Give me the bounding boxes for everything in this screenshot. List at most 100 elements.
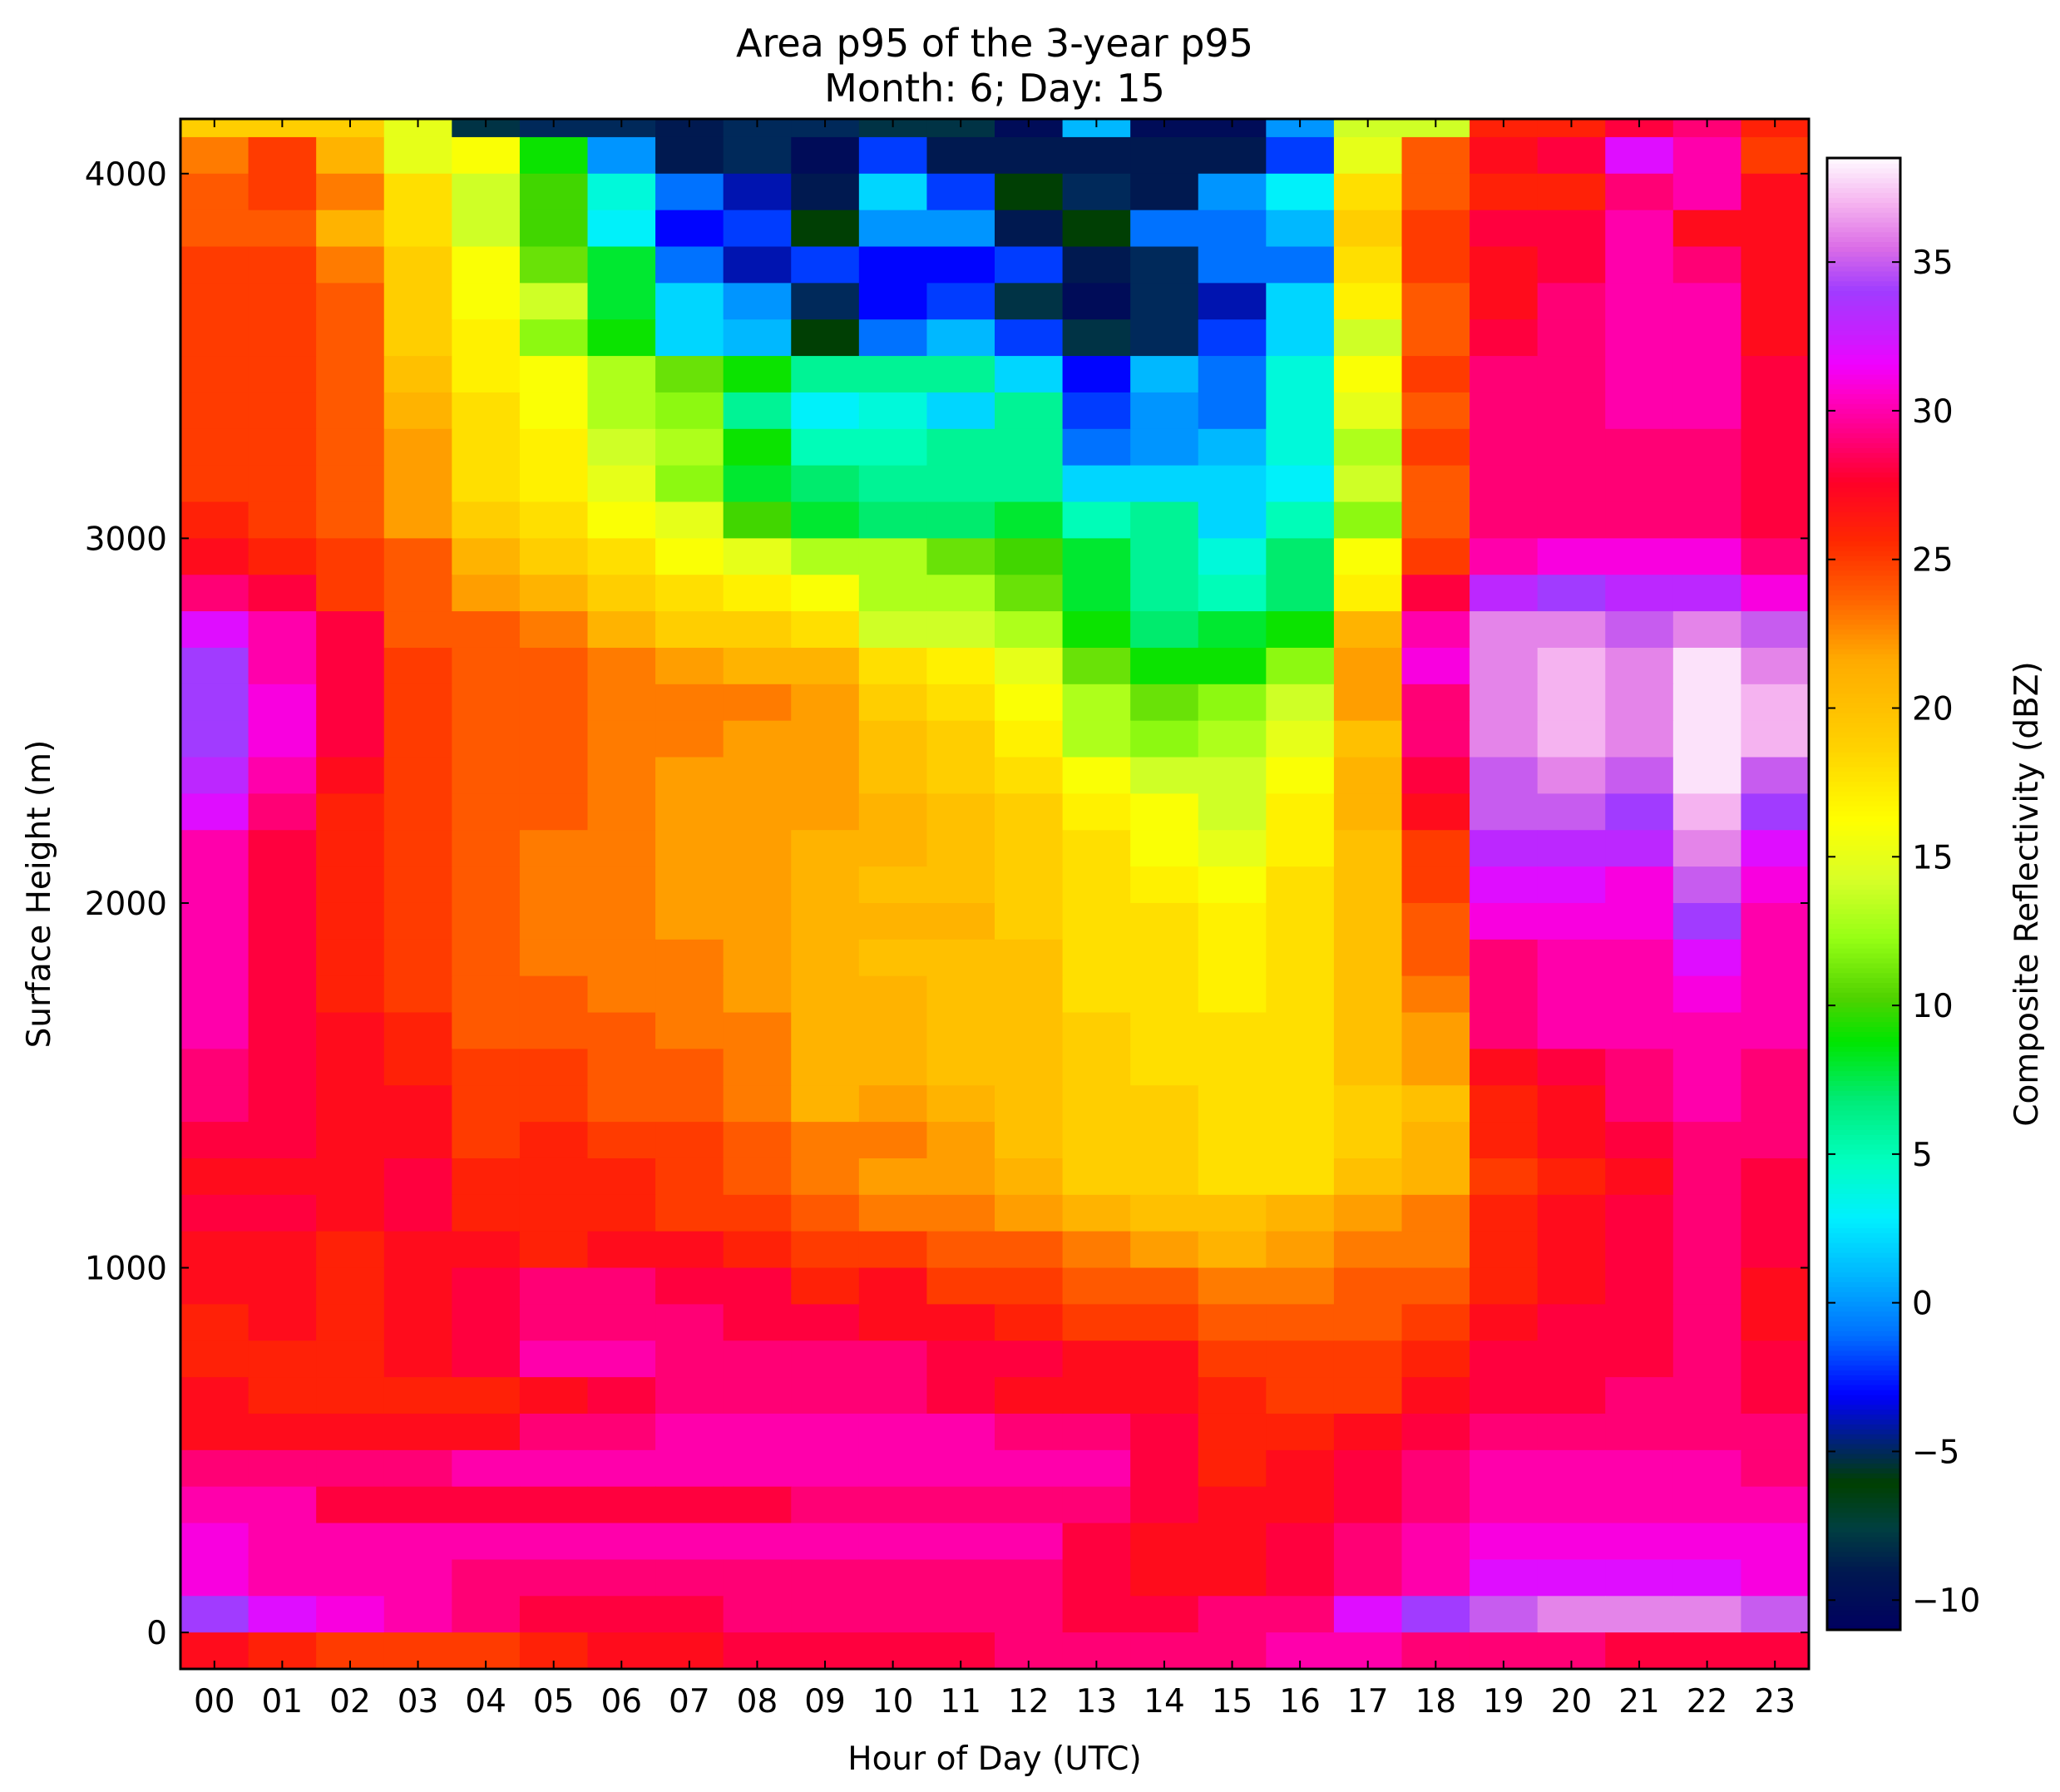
heatmap-cell — [248, 319, 317, 357]
heatmap-cell — [791, 119, 860, 138]
heatmap-cell — [316, 465, 385, 503]
heatmap-cell — [519, 1486, 589, 1524]
colorbar-segment — [1827, 928, 1900, 934]
heatmap-cell — [791, 538, 860, 575]
heatmap-cell — [995, 1449, 1064, 1488]
heatmap-cell — [1537, 1122, 1606, 1159]
heatmap-cell — [452, 319, 521, 357]
heatmap-cell — [1130, 1012, 1199, 1049]
plot-area-frame — [179, 117, 1811, 1671]
colorbar-segment — [1827, 1478, 1900, 1483]
heatmap-cell — [1198, 319, 1267, 357]
heatmap-cell — [1470, 1413, 1539, 1451]
colorbar-segment — [1827, 314, 1900, 321]
heatmap-cell — [791, 793, 860, 831]
heatmap-cell — [452, 575, 521, 612]
heatmap-cell — [519, 939, 589, 977]
colorbar-segment — [1827, 585, 1900, 590]
colorbar-segment — [1827, 1453, 1900, 1459]
colorbar-segment — [1827, 1080, 1900, 1086]
heatmap-cell — [1198, 173, 1267, 211]
heatmap-cell — [791, 1267, 860, 1306]
heatmap-cell — [1537, 1596, 1606, 1633]
heatmap-cell — [1537, 1194, 1606, 1232]
colorbar-gradient — [1827, 158, 1900, 1631]
colorbar-segment — [1827, 693, 1900, 699]
heatmap-cell — [1198, 1413, 1267, 1451]
colorbar-segment — [1827, 349, 1900, 355]
heatmap-cell — [383, 1049, 452, 1086]
heatmap-cell — [1333, 246, 1403, 284]
heatmap-cell — [1333, 757, 1403, 794]
heatmap-cell — [1266, 1559, 1335, 1597]
heatmap-cell — [1198, 1523, 1267, 1561]
heatmap-cell — [1672, 465, 1742, 503]
heatmap-cell — [1130, 173, 1199, 211]
heatmap-cell — [1605, 830, 1674, 867]
x-tick-label: 11 — [940, 1683, 981, 1720]
heatmap-cell — [452, 1449, 521, 1488]
heatmap-cell — [1198, 830, 1267, 867]
colorbar-segment — [1827, 992, 1900, 998]
heatmap-cell — [452, 283, 521, 320]
heatmap-cell — [383, 1377, 452, 1414]
heatmap-cell — [1672, 1122, 1742, 1159]
heatmap-cell — [180, 1231, 249, 1269]
heatmap-cell — [383, 1559, 452, 1597]
colorbar-segment — [1827, 996, 1900, 1003]
heatmap-cell — [1401, 1449, 1470, 1488]
heatmap-cell — [519, 356, 589, 393]
colorbar-segment — [1827, 859, 1900, 866]
heatmap-cell — [316, 575, 385, 612]
heatmap-cell — [452, 392, 521, 430]
heatmap-cell — [1333, 465, 1403, 503]
heatmap-cell — [1741, 119, 1810, 138]
heatmap-cell — [791, 173, 860, 211]
heatmap-cell — [858, 1304, 928, 1341]
heatmap-cell — [1672, 684, 1742, 722]
colorbar-ticks: −10 −5 0 5 10 15 20 25 30 35 — [1827, 244, 1980, 1620]
heatmap-cell — [655, 1194, 724, 1232]
heatmap-cell — [452, 246, 521, 284]
heatmap-cell — [519, 1413, 589, 1451]
heatmap-cell — [248, 866, 317, 904]
colorbar-segment — [1827, 1183, 1900, 1189]
colorbar-segment — [1827, 368, 1900, 375]
colorbar-segment — [1827, 1438, 1900, 1444]
heatmap-cell — [1130, 1449, 1199, 1488]
colorbar-segment — [1827, 457, 1900, 463]
heatmap-cell — [655, 1486, 724, 1524]
heatmap-cell — [1130, 720, 1199, 758]
heatmap-cell — [1333, 1122, 1403, 1159]
heatmap-cell — [655, 210, 724, 248]
heatmap-cell — [1130, 684, 1199, 722]
heatmap-cell — [791, 939, 860, 977]
heatmap-cell — [791, 1449, 860, 1488]
colorbar-segment — [1827, 1227, 1900, 1233]
heatmap-cell — [1062, 119, 1131, 138]
heatmap-cell — [383, 465, 452, 503]
colorbar-segment — [1827, 319, 1900, 326]
heatmap-cell — [316, 1413, 385, 1451]
heatmap-cell — [248, 283, 317, 320]
heatmap-cell — [1401, 1231, 1470, 1269]
colorbar-segment — [1827, 565, 1900, 571]
colorbar-segment — [1827, 1261, 1900, 1268]
heatmap-cell — [1672, 538, 1742, 575]
heatmap-cell — [723, 1523, 792, 1561]
colorbar-segment — [1827, 781, 1900, 787]
colorbar-segment — [1827, 864, 1900, 871]
heatmap-cell — [1198, 1158, 1267, 1196]
colorbar-segment — [1827, 167, 1900, 174]
heatmap-cell — [1266, 793, 1335, 831]
colorbar-segment — [1827, 923, 1900, 930]
heatmap-cell — [587, 392, 656, 430]
heatmap-cell — [452, 1340, 521, 1378]
colorbar-tick-label: 25 — [1912, 542, 1954, 580]
heatmap-cell — [995, 501, 1064, 539]
heatmap-cell — [316, 720, 385, 758]
heatmap-cell — [1130, 1122, 1199, 1159]
heatmap-cell — [1470, 1340, 1539, 1378]
heatmap-cell — [1130, 246, 1199, 284]
heatmap-cell — [1537, 1267, 1606, 1306]
